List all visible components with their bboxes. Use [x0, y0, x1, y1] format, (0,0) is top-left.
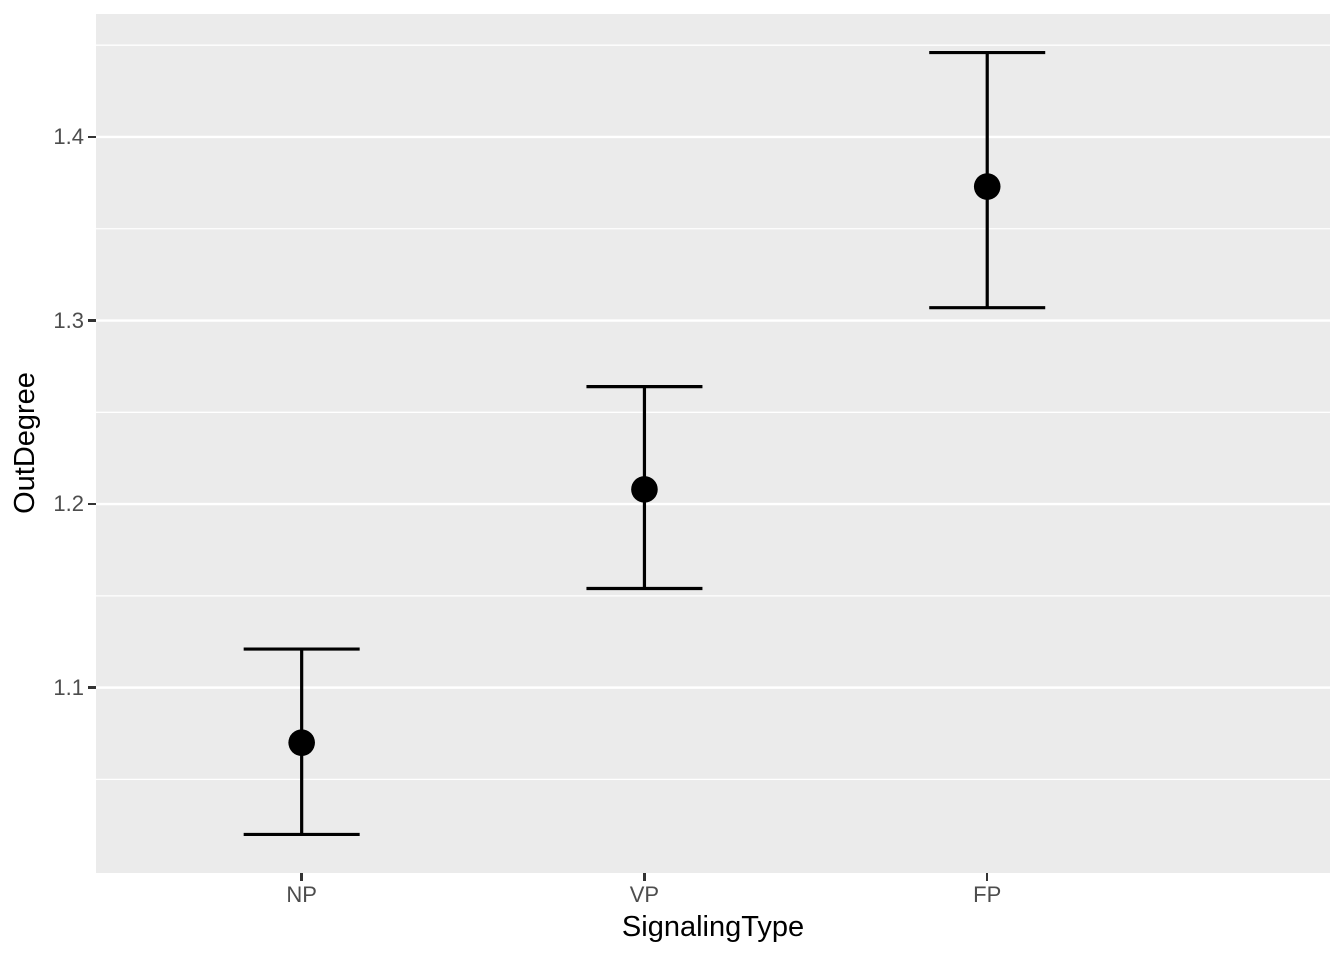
plot-canvas: [96, 14, 1330, 873]
y-tick-label: 1.1: [53, 674, 84, 700]
data-point-VP: [631, 476, 658, 503]
x-tick-mark: [300, 873, 303, 881]
x-tick-mark: [643, 873, 646, 881]
x-axis-title: SignalingType: [621, 911, 805, 943]
y-tick-mark: [88, 502, 96, 506]
x-tick-label: FP: [973, 882, 1002, 907]
x-tick-label: NP: [286, 882, 317, 907]
y-tick-label: 1.4: [53, 123, 84, 149]
y-tick-mark: [88, 686, 96, 689]
y-tick-mark: [88, 135, 96, 139]
data-point-FP: [973, 173, 1001, 200]
y-tick-label: 1.3: [53, 307, 84, 333]
y-tick-label: 1.2: [53, 491, 84, 517]
panel-background: [96, 14, 1330, 873]
data-point-NP: [288, 729, 315, 756]
y-tick-mark: [88, 319, 96, 322]
x-tick-label: VP: [629, 882, 660, 907]
plot-panel: [96, 14, 1330, 873]
x-tick-mark: [985, 873, 989, 881]
